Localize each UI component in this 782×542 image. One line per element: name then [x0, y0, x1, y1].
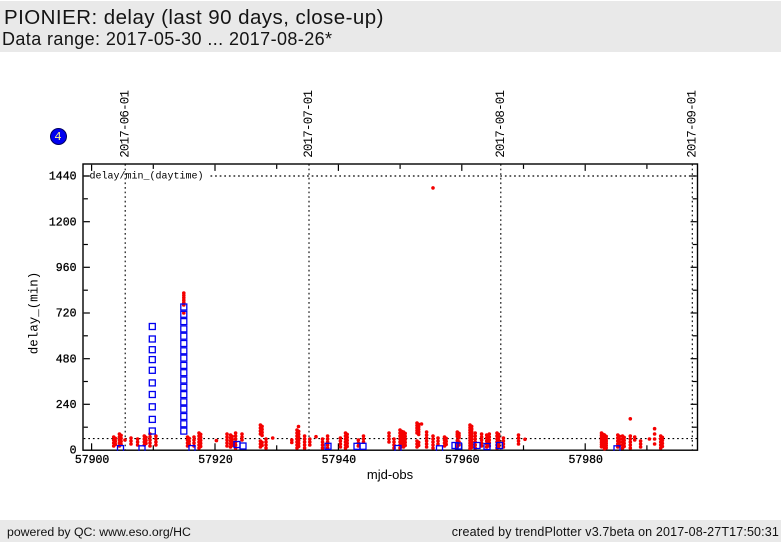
- svg-text:57940: 57940: [322, 454, 357, 467]
- svg-text:960: 960: [56, 262, 77, 275]
- svg-text:0: 0: [70, 445, 77, 458]
- svg-text:2017-08-01: 2017-08-01: [494, 90, 508, 157]
- svg-text:480: 480: [56, 353, 77, 366]
- svg-text:delay/min_(daytime): delay/min_(daytime): [90, 170, 204, 182]
- svg-text:57960: 57960: [445, 454, 480, 467]
- svg-text:2017-07-01: 2017-07-01: [302, 90, 316, 157]
- svg-text:57900: 57900: [75, 454, 110, 467]
- svg-text:57980: 57980: [568, 454, 603, 467]
- svg-text:2017-09-01: 2017-09-01: [686, 90, 700, 157]
- svg-text:57920: 57920: [198, 454, 233, 467]
- svg-text:1440: 1440: [49, 171, 77, 184]
- svg-text:1200: 1200: [49, 216, 77, 229]
- svg-text:2017-06-01: 2017-06-01: [118, 90, 132, 157]
- svg-text:240: 240: [56, 399, 77, 412]
- svg-text:delay_(min): delay_(min): [28, 272, 42, 355]
- svg-text:720: 720: [56, 308, 77, 321]
- svg-text:mjd-obs: mjd-obs: [367, 467, 414, 482]
